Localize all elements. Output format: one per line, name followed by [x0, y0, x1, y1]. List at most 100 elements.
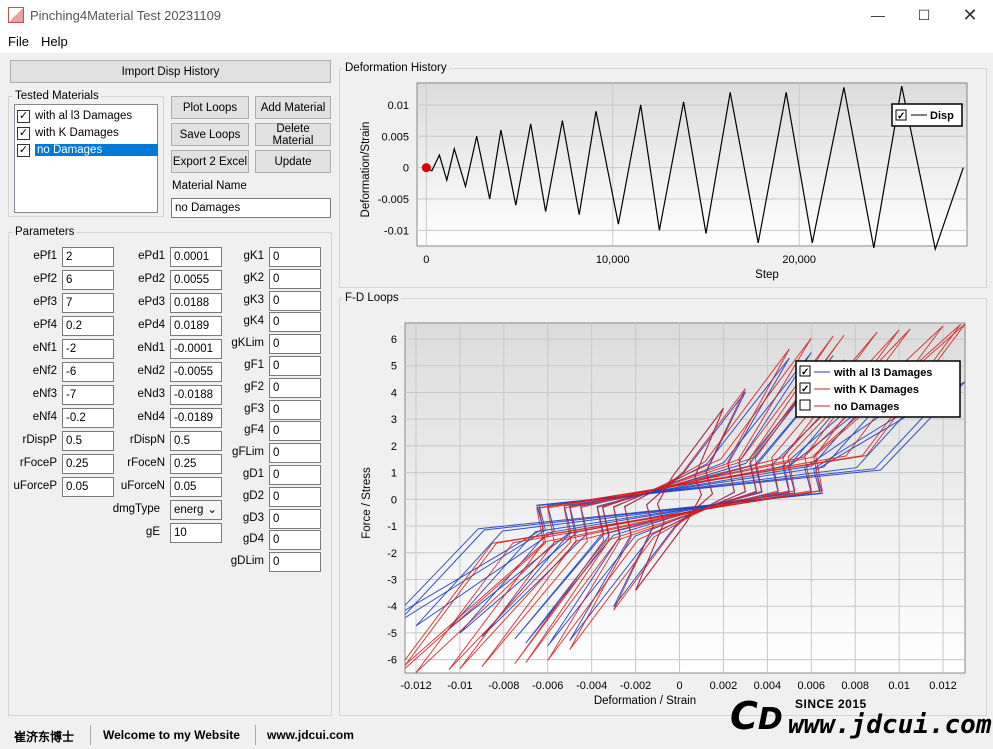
- param-input[interactable]: 6: [62, 270, 114, 290]
- param-input[interactable]: -0.0001: [170, 339, 222, 359]
- param-input[interactable]: 0.0188: [170, 293, 222, 313]
- status-site: www.jdcui.com: [267, 728, 354, 742]
- update-button[interactable]: Update: [255, 150, 331, 173]
- param-input[interactable]: 0: [269, 312, 321, 333]
- param-input[interactable]: -0.0055: [170, 362, 222, 382]
- param-input[interactable]: 0: [269, 399, 321, 420]
- fd-loops-group: [339, 298, 987, 716]
- param-input[interactable]: 0.25: [170, 454, 222, 474]
- y-axis-label: Deformation/Strain: [360, 122, 372, 218]
- param-input[interactable]: -7: [62, 385, 114, 405]
- x-tick-label: -0.004: [576, 680, 607, 692]
- material-name-label: Material Name: [172, 180, 247, 192]
- checkbox-checked-icon[interactable]: ✓: [17, 126, 30, 140]
- param-input[interactable]: -0.2: [62, 408, 114, 428]
- dmgtype-select[interactable]: energ ⌄: [170, 500, 222, 520]
- chevron-down-icon: ⌄: [207, 504, 217, 516]
- param-input[interactable]: 0: [269, 377, 321, 398]
- checkbox-checked-icon[interactable]: ✓: [17, 143, 30, 157]
- ge-input[interactable]: 10: [170, 523, 222, 543]
- param-label: ePd2: [138, 273, 165, 285]
- legend-checkbox-icon: [895, 109, 907, 121]
- param-input[interactable]: 0: [269, 465, 321, 485]
- y-tick-label: 5: [391, 361, 397, 373]
- param-input[interactable]: 0: [269, 530, 321, 551]
- minimize-button[interactable]: —: [871, 7, 885, 23]
- param-input[interactable]: 0: [269, 486, 321, 507]
- param-label: eNf1: [32, 342, 57, 354]
- param-input[interactable]: -0.0189: [170, 408, 222, 428]
- y-tick-label: 0: [391, 494, 397, 506]
- maximize-button[interactable]: ☐: [917, 7, 931, 23]
- param-label: eNd2: [137, 365, 166, 377]
- y-tick-label: 6: [391, 334, 397, 346]
- y-tick-label: -0.005: [378, 194, 409, 206]
- x-tick-label: 0.004: [754, 680, 782, 692]
- list-item[interactable]: ✓ with al l3 Damages: [17, 108, 173, 124]
- param-input[interactable]: 0: [269, 290, 321, 311]
- plot-loops-button[interactable]: Plot Loops: [171, 96, 249, 119]
- param-input[interactable]: 0.2: [62, 316, 114, 336]
- param-input[interactable]: 0: [269, 334, 321, 355]
- checkbox-checked-icon[interactable]: ✓: [17, 109, 30, 123]
- x-tick-label: 0.002: [710, 680, 738, 692]
- series-line-disp: [426, 85, 964, 252]
- parameters-title: Parameters: [13, 226, 77, 238]
- y-tick-label: -1: [387, 521, 397, 533]
- status-separator: [255, 725, 256, 745]
- param-input[interactable]: 0: [269, 268, 321, 289]
- param-input[interactable]: -0.0188: [170, 385, 222, 405]
- status-welcome: Welcome to my Website: [103, 728, 240, 742]
- param-input[interactable]: 0.5: [170, 431, 222, 451]
- param-label: gF2: [244, 380, 264, 393]
- list-item-label: with al l3 Damages: [35, 110, 133, 122]
- fd-loops-title: F-D Loops: [343, 292, 401, 304]
- param-input[interactable]: 0.0001: [170, 247, 222, 267]
- param-input[interactable]: 2: [62, 247, 114, 267]
- param-input[interactable]: 0: [269, 356, 321, 376]
- export-excel-button[interactable]: Export 2 Excel: [171, 150, 249, 173]
- x-tick-label: 20,000: [782, 254, 816, 266]
- y-tick-label: 0.01: [388, 100, 409, 112]
- menu-help[interactable]: Help: [41, 34, 68, 49]
- list-item-selected[interactable]: ✓ no Damages: [17, 142, 158, 158]
- y-tick-label: -4: [387, 601, 397, 613]
- param-label: ePf4: [33, 319, 57, 331]
- tested-materials-list[interactable]: ✓ with al l3 Damages ✓ with K Damages ✓ no …: [14, 104, 158, 213]
- param-input[interactable]: 0: [269, 443, 321, 464]
- param-input[interactable]: 0.25: [62, 454, 114, 474]
- delete-material-button[interactable]: Delete Material: [255, 123, 331, 147]
- param-input[interactable]: 0.5: [62, 431, 114, 451]
- list-item[interactable]: ✓ with K Damages: [17, 125, 173, 141]
- plot-area: [416, 82, 968, 247]
- add-material-button[interactable]: Add Material: [255, 96, 331, 119]
- param-input[interactable]: -2: [62, 339, 114, 359]
- param-input[interactable]: 0.05: [170, 477, 222, 497]
- import-disp-history-button[interactable]: Import Disp History: [10, 60, 331, 83]
- param-input[interactable]: 0: [269, 247, 321, 267]
- material-name-input[interactable]: no Damages: [171, 198, 331, 218]
- y-tick-label: 1: [391, 468, 397, 480]
- param-input[interactable]: 0.0189: [170, 316, 222, 336]
- param-label: gF4: [244, 424, 264, 437]
- param-input[interactable]: 0: [269, 552, 321, 573]
- dmgtype-label: dmgType: [112, 503, 160, 515]
- param-label: rDispP: [22, 434, 57, 446]
- y-tick-label: -3: [387, 574, 397, 586]
- param-input[interactable]: 7: [62, 293, 114, 313]
- param-input[interactable]: 0.05: [62, 477, 114, 497]
- y-axis-label: Force / Stress: [361, 467, 373, 539]
- param-input[interactable]: 0.0055: [170, 270, 222, 290]
- param-label: eNf2: [32, 365, 57, 377]
- param-input[interactable]: -6: [62, 362, 114, 382]
- ge-label: gE: [145, 526, 160, 538]
- param-input[interactable]: 0: [269, 508, 321, 529]
- save-loops-button[interactable]: Save Loops: [171, 123, 249, 146]
- menu-file[interactable]: File: [8, 34, 29, 49]
- param-input[interactable]: 0: [269, 421, 321, 442]
- x-axis-label: Step: [755, 269, 779, 281]
- deformation-history-group: [339, 68, 987, 288]
- close-button[interactable]: ✕: [962, 5, 978, 25]
- watermark-url: www.jdcui.com: [788, 710, 992, 740]
